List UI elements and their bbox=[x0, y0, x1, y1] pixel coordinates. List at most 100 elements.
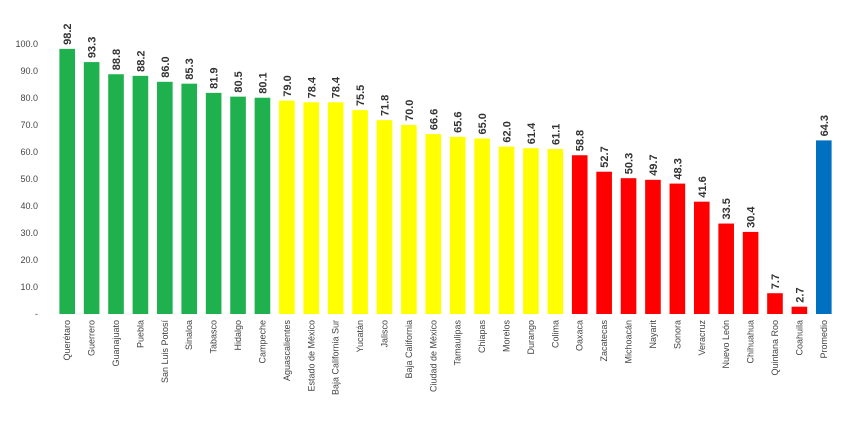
category-label: Durango bbox=[526, 320, 536, 355]
bar bbox=[742, 231, 759, 314]
category-label: Chiapas bbox=[477, 320, 487, 354]
value-label: 88.8 bbox=[111, 49, 123, 70]
value-label: 85.3 bbox=[184, 58, 196, 79]
category-label: Oaxaca bbox=[575, 320, 585, 351]
value-label: 64.3 bbox=[819, 115, 831, 136]
value-label: 81.9 bbox=[209, 67, 221, 88]
category-label: Aguascalientes bbox=[282, 320, 292, 382]
value-label: 61.1 bbox=[550, 124, 562, 145]
category-label: Coahuila bbox=[794, 320, 804, 356]
bar bbox=[669, 183, 686, 314]
bar bbox=[108, 74, 124, 315]
bar bbox=[523, 148, 539, 314]
category-label: Nayarit bbox=[648, 320, 658, 349]
category-label: Yucatán bbox=[355, 320, 365, 353]
category-label: Sonora bbox=[672, 320, 682, 349]
bar bbox=[376, 120, 393, 314]
y-tick-label: 40.0 bbox=[20, 201, 38, 211]
value-label: 2.7 bbox=[794, 287, 806, 302]
bar bbox=[83, 62, 100, 315]
bar bbox=[449, 136, 466, 314]
value-label: 58.8 bbox=[575, 130, 587, 151]
value-label: 66.6 bbox=[428, 109, 440, 130]
value-label: 62.0 bbox=[502, 121, 514, 142]
value-labels: 98.2 93.3 88.8 88.2 86.0 85.3 81.9 80.5 80.1 79.0… bbox=[62, 23, 831, 302]
y-tick-label: 50.0 bbox=[20, 174, 38, 184]
bars bbox=[59, 48, 832, 315]
bar bbox=[596, 171, 612, 314]
category-label: Puebla bbox=[135, 320, 145, 348]
value-label: 50.3 bbox=[624, 153, 636, 174]
value-label: 7.7 bbox=[770, 274, 782, 289]
y-tick-label: 20.0 bbox=[20, 255, 38, 265]
value-label: 98.2 bbox=[62, 23, 74, 44]
value-label: 71.8 bbox=[379, 95, 391, 116]
category-label: Nuevo León bbox=[721, 320, 731, 369]
bar bbox=[693, 201, 710, 314]
x-axis: Querétaro Guerrero Guanajuato Puebla San Lui… bbox=[62, 320, 829, 396]
value-label: 70.0 bbox=[404, 100, 416, 121]
bar bbox=[718, 223, 734, 314]
bar bbox=[303, 102, 320, 314]
value-label: 33.5 bbox=[721, 198, 733, 219]
y-tick-label: 80.0 bbox=[20, 93, 38, 103]
value-label: 88.2 bbox=[135, 50, 147, 71]
value-label: 80.5 bbox=[233, 71, 245, 92]
bar bbox=[547, 149, 564, 314]
y-tick-label: 10.0 bbox=[20, 282, 38, 292]
bar bbox=[425, 134, 442, 314]
y-tick-label: 100.0 bbox=[15, 39, 38, 49]
category-label: Guanajuato bbox=[111, 320, 121, 367]
value-label: 41.6 bbox=[697, 176, 709, 197]
category-label: Quintana Roo bbox=[770, 320, 780, 376]
bar bbox=[132, 75, 149, 314]
value-label: 75.5 bbox=[355, 85, 367, 106]
category-label: Michoacán bbox=[624, 320, 634, 364]
bar bbox=[791, 306, 808, 314]
category-label: Querétaro bbox=[62, 320, 72, 361]
value-label: 30.4 bbox=[746, 206, 758, 228]
y-tick-label: 90.0 bbox=[20, 66, 38, 76]
category-label: Guerrero bbox=[87, 320, 97, 356]
category-label: Estado de México bbox=[306, 320, 316, 392]
category-label: Zacatecas bbox=[599, 320, 609, 362]
category-label: Sinaloa bbox=[184, 320, 194, 350]
category-label: Colima bbox=[550, 320, 560, 348]
value-label: 78.4 bbox=[331, 76, 343, 98]
category-label: Tabasco bbox=[209, 320, 219, 354]
category-label: San Luis Potosí bbox=[160, 320, 170, 384]
category-label: Jalisco bbox=[379, 320, 389, 348]
category-label: Ciudad de México bbox=[428, 320, 438, 392]
value-label: 52.7 bbox=[599, 146, 611, 167]
value-label: 78.4 bbox=[306, 76, 318, 98]
category-label: Veracruz bbox=[697, 320, 707, 356]
category-label: Campeche bbox=[257, 320, 267, 364]
bar bbox=[645, 179, 661, 314]
category-label: Baja California Sur bbox=[331, 320, 341, 395]
bar bbox=[571, 155, 588, 314]
y-tick-label: 60.0 bbox=[20, 147, 38, 157]
category-label: Promedio bbox=[819, 320, 829, 359]
value-label: 65.6 bbox=[453, 111, 465, 132]
bar bbox=[59, 48, 76, 315]
bar bbox=[620, 178, 637, 314]
bar bbox=[327, 102, 344, 314]
category-label: Chihuahua bbox=[746, 320, 756, 364]
y-tick-label: 70.0 bbox=[20, 120, 38, 130]
bar bbox=[474, 138, 490, 314]
bar bbox=[498, 146, 515, 314]
value-label: 49.7 bbox=[648, 154, 660, 175]
bar bbox=[279, 100, 295, 314]
category-label: Morelos bbox=[502, 320, 512, 353]
y-axis: - 10.0 20.0 30.0 40.0 50.0 60.0 70.0 80.0 90.0 100… bbox=[15, 39, 38, 319]
bar bbox=[181, 83, 198, 314]
bar bbox=[157, 81, 173, 314]
value-label: 61.4 bbox=[526, 122, 538, 144]
y-tick-label: - bbox=[35, 309, 38, 319]
bar bbox=[254, 97, 271, 314]
value-label: 93.3 bbox=[87, 37, 99, 58]
y-tick-label: 30.0 bbox=[20, 228, 38, 238]
value-label: 79.0 bbox=[282, 75, 294, 96]
